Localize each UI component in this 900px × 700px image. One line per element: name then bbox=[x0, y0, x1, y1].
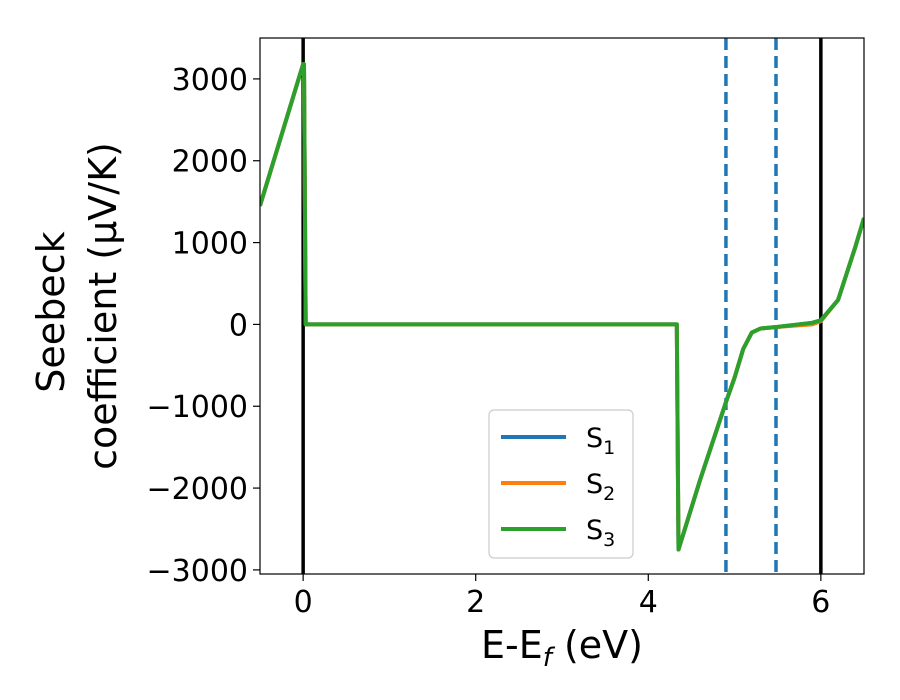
x-axis: 0 2 4 6 bbox=[294, 574, 830, 620]
series-line-3 bbox=[260, 62, 864, 552]
legend-label-2: S2 bbox=[586, 469, 615, 505]
x-tick-label-1: 2 bbox=[466, 585, 485, 620]
y-tick-label-5: 2000 bbox=[172, 145, 248, 180]
plot-frame bbox=[259, 37, 865, 575]
y-tick-label-6: 3000 bbox=[172, 63, 248, 98]
legend-label-1: S1 bbox=[586, 423, 615, 459]
x-axis-label-main: E-E bbox=[481, 623, 543, 667]
x-tick-label-2: 4 bbox=[639, 585, 658, 620]
y-tick-label-3: 0 bbox=[229, 308, 248, 343]
series-layer bbox=[260, 62, 864, 552]
y-axis-label-line1: Seebeck bbox=[29, 231, 73, 392]
y-axis-label-line2: coefficient (μV/K) bbox=[81, 142, 125, 470]
y-tick-label-1: −2000 bbox=[147, 472, 248, 507]
x-axis-label: E-Ef (eV) bbox=[481, 623, 643, 673]
x-tick-label-3: 6 bbox=[811, 585, 830, 620]
legend: S1 S2 S3 bbox=[488, 409, 634, 559]
y-tick-label-0: −3000 bbox=[147, 554, 248, 589]
y-axis-label: Seebeck coefficient (μV/K) bbox=[29, 142, 125, 470]
y-axis: −3000 −2000 −1000 0 1000 2000 3000 bbox=[147, 63, 260, 589]
y-tick-label-2: −1000 bbox=[147, 390, 248, 425]
x-axis-label-unit: (eV) bbox=[552, 623, 643, 667]
legend-label-3: S3 bbox=[586, 515, 615, 551]
x-tick-label-0: 0 bbox=[294, 585, 313, 620]
y-tick-label-4: 1000 bbox=[172, 227, 248, 262]
